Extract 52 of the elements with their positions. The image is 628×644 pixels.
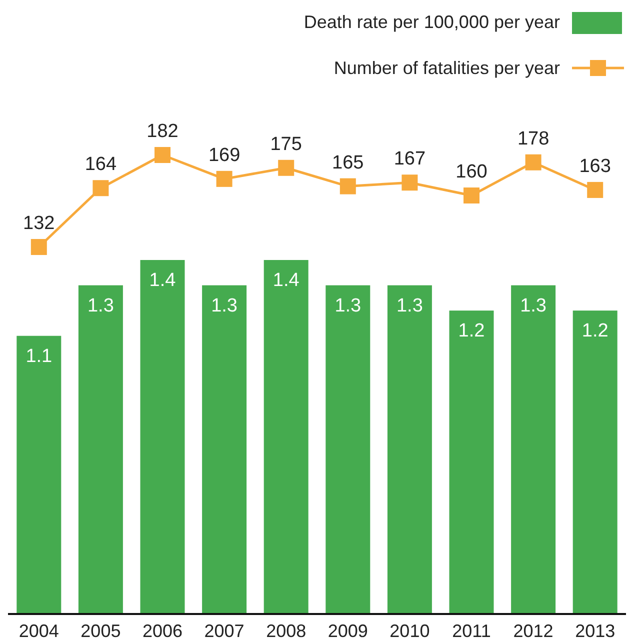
data-label: 178 xyxy=(517,128,550,150)
bar xyxy=(140,260,185,614)
data-label: 132 xyxy=(23,213,55,234)
point xyxy=(278,160,294,176)
bar xyxy=(16,336,62,614)
data-label: 1.2 xyxy=(458,320,485,342)
point xyxy=(92,180,109,196)
point xyxy=(30,239,47,255)
data-label: 1.2 xyxy=(582,320,608,342)
bar xyxy=(202,285,247,614)
data-label: 160 xyxy=(456,161,488,182)
bar xyxy=(449,310,494,614)
data-label: 182 xyxy=(146,121,178,142)
data-label: 164 xyxy=(84,154,117,176)
bar xyxy=(511,285,556,614)
data-label: 1.3 xyxy=(520,295,547,316)
data-label: 1.4 xyxy=(149,270,176,291)
point xyxy=(402,174,418,191)
data-label: 1.1 xyxy=(26,346,52,367)
x-tick-label: 2013 xyxy=(575,621,616,641)
legend-label: Death rate per 100,000 per year xyxy=(304,12,560,32)
x-tick-label: 2012 xyxy=(513,621,554,641)
data-label: 1.3 xyxy=(396,295,423,316)
point xyxy=(216,170,232,187)
data-label: 165 xyxy=(332,152,364,174)
x-tick-label: 2009 xyxy=(328,621,368,641)
bar xyxy=(387,285,432,614)
data-label: 169 xyxy=(208,144,240,166)
data-label: 1.3 xyxy=(87,295,114,316)
legend-label: Number of fatalities per year xyxy=(334,58,560,78)
x-tick-label: 2010 xyxy=(390,621,430,641)
point xyxy=(525,154,542,170)
x-tick-label: 2005 xyxy=(80,621,121,641)
data-label: 1.3 xyxy=(334,295,362,316)
x-tick-label: 2006 xyxy=(142,621,183,641)
point xyxy=(587,182,604,198)
x-tick-label: 2011 xyxy=(452,621,491,641)
point xyxy=(340,178,356,194)
data-label: 1.4 xyxy=(272,270,300,291)
point xyxy=(154,147,170,163)
x-tick-label: 2007 xyxy=(204,621,244,641)
data-label: 1.3 xyxy=(211,295,238,316)
bar xyxy=(572,310,618,614)
data-label: 175 xyxy=(270,134,302,155)
data-label: 167 xyxy=(394,148,426,170)
bar xyxy=(264,260,308,614)
x-tick-label: 2008 xyxy=(266,621,306,641)
x-tick-label: 2004 xyxy=(18,621,59,641)
data-label: 163 xyxy=(579,156,611,177)
bar xyxy=(78,285,123,614)
point xyxy=(464,187,480,204)
bar xyxy=(326,285,370,614)
